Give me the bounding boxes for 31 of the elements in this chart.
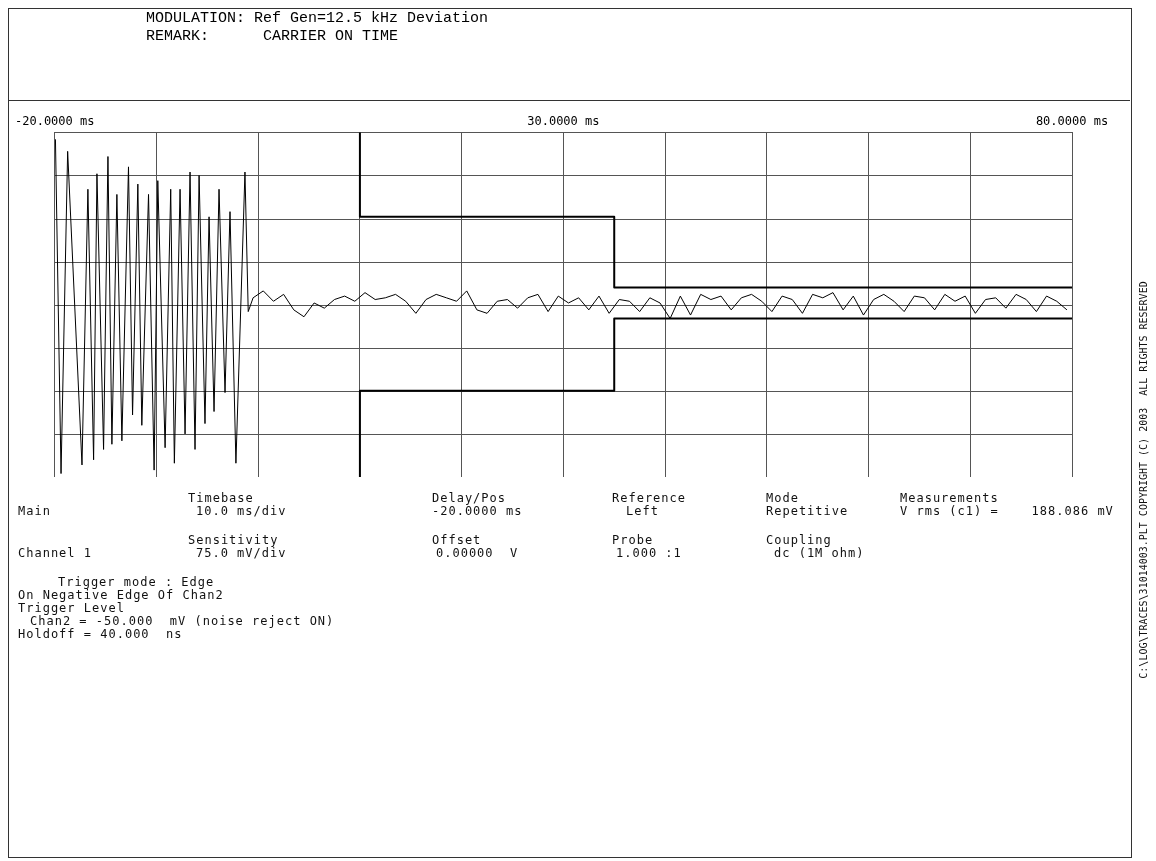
x-tick-label: 80.0000 ms [1035,114,1109,129]
text: Main [18,504,51,518]
text: dc (1M ohm) [774,546,865,560]
chart-subtitle: REMARK: CARRIER ON TIME [146,28,399,45]
text: Timebase [188,491,254,505]
chart-title: MODULATION: Ref Gen=12.5 kHz Deviation [146,10,489,27]
text: Coupling [766,533,832,547]
x-tick-label: 30.0000 ms [527,114,600,129]
text: Trigger Level [18,601,125,615]
text: C:\LOG\TRACES\31014003.PLT COPYRIGHT (C) 2003 ALL RIGHTS RESERVED [1137,281,1149,679]
text: Mode [766,491,799,505]
text: V rms (c1) = 188.086 mV [900,504,1114,518]
text: 10.0 ms/div [196,504,287,518]
text: Measurements [900,491,999,505]
x-tick-label: -20.0000 ms [14,114,95,129]
text: -20.0000 ms [432,504,523,518]
text: Trigger mode : Edge [58,575,215,589]
text: 75.0 mV/div [196,546,287,560]
text: 1.000 :1 [616,546,682,560]
text: Reference [612,491,687,505]
text: Delay/Pos [432,491,507,505]
text: Holdoff = 40.000 ns [18,627,183,641]
text: Repetitive [766,504,849,518]
text: Chan2 = -50.000 mV (noise reject ON) [30,614,335,628]
text: On Negative Edge Of Chan2 [18,588,224,602]
text: Left [626,504,659,518]
text: Offset [432,533,482,547]
text: Channel 1 [18,546,93,560]
text: Sensitivity [188,533,279,547]
text: Probe [612,533,654,547]
text: 0.00000 V [436,546,519,560]
